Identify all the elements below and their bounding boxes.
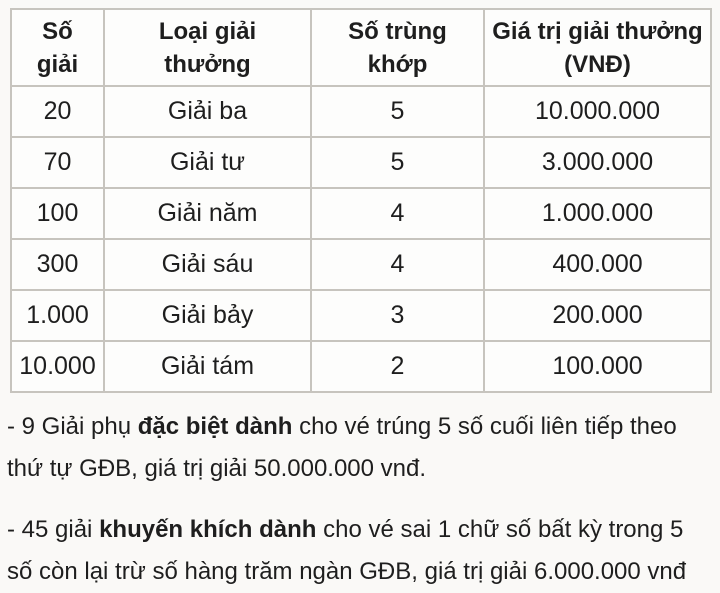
cell-gia-tri: 10.000.000 <box>483 85 712 138</box>
cell-so-giai: 20 <box>10 85 105 138</box>
note-text: cho vé trúng 5 số cuối liên tiếp theo th… <box>7 413 677 482</box>
cell-so-trung-khop: 2 <box>310 340 485 393</box>
prize-table: Số giải Loại giải thưởng Số trùng khớp G… <box>10 8 712 393</box>
cell-so-trung-khop: 5 <box>310 136 485 189</box>
note-text-bold: đặc biệt dành <box>137 413 293 440</box>
table-row: 1.000 Giải bảy 3 200.000 <box>10 289 712 342</box>
cell-so-giai: 10.000 <box>10 340 105 393</box>
notes-section: - 9 Giải phụ đặc biệt dành cho vé trúng … <box>7 406 715 593</box>
cell-gia-tri: 1.000.000 <box>483 187 712 240</box>
cell-so-trung-khop: 4 <box>310 187 485 240</box>
cell-so-giai: 1.000 <box>10 289 105 342</box>
cell-gia-tri: 200.000 <box>483 289 712 342</box>
cell-so-trung-khop: 4 <box>310 238 485 291</box>
note-consolation-prize: - 45 giải khuyến khích dành cho vé sai 1… <box>7 509 715 593</box>
table-row: 70 Giải tư 5 3.000.000 <box>10 136 712 189</box>
table-row: 10.000 Giải tám 2 100.000 <box>10 340 712 393</box>
cell-loai-giai: Giải năm <box>103 187 312 240</box>
cell-so-giai: 300 <box>10 238 105 291</box>
cell-loai-giai: Giải tám <box>103 340 312 393</box>
prize-table-header: Số giải Loại giải thưởng Số trùng khớp G… <box>10 8 712 87</box>
table-row: 100 Giải năm 4 1.000.000 <box>10 187 712 240</box>
cell-so-trung-khop: 3 <box>310 289 485 342</box>
col-header-loai-giai-thuong: Loại giải thưởng <box>103 8 312 87</box>
cell-loai-giai: Giải tư <box>103 136 312 189</box>
note-text: - 45 giải <box>7 516 100 543</box>
cell-loai-giai: Giải bảy <box>103 289 312 342</box>
cell-so-trung-khop: 5 <box>310 85 485 138</box>
note-text-bold: khuyến khích dành <box>99 516 317 543</box>
col-header-so-trung-khop: Số trùng khớp <box>310 8 485 87</box>
col-header-so-giai: Số giải <box>10 8 105 87</box>
cell-loai-giai: Giải ba <box>103 85 312 138</box>
col-header-gia-tri-giai-thuong: Giá trị giải thưởng (VNĐ) <box>483 8 712 87</box>
cell-gia-tri: 400.000 <box>483 238 712 291</box>
cell-gia-tri: 3.000.000 <box>483 136 712 189</box>
cell-loai-giai: Giải sáu <box>103 238 312 291</box>
prize-table-body: 20 Giải ba 5 10.000.000 70 Giải tư 5 3.0… <box>10 85 712 393</box>
table-row: 300 Giải sáu 4 400.000 <box>10 238 712 291</box>
cell-gia-tri: 100.000 <box>483 340 712 393</box>
header-row: Số giải Loại giải thưởng Số trùng khớp G… <box>10 8 712 87</box>
cell-so-giai: 100 <box>10 187 105 240</box>
table-row: 20 Giải ba 5 10.000.000 <box>10 85 712 138</box>
cell-so-giai: 70 <box>10 136 105 189</box>
note-special-prize: - 9 Giải phụ đặc biệt dành cho vé trúng … <box>7 406 715 490</box>
note-text: cho vé sai 1 chữ số bất kỳ trong 5 số cò… <box>7 516 687 585</box>
note-text: - 9 Giải phụ <box>7 413 138 440</box>
